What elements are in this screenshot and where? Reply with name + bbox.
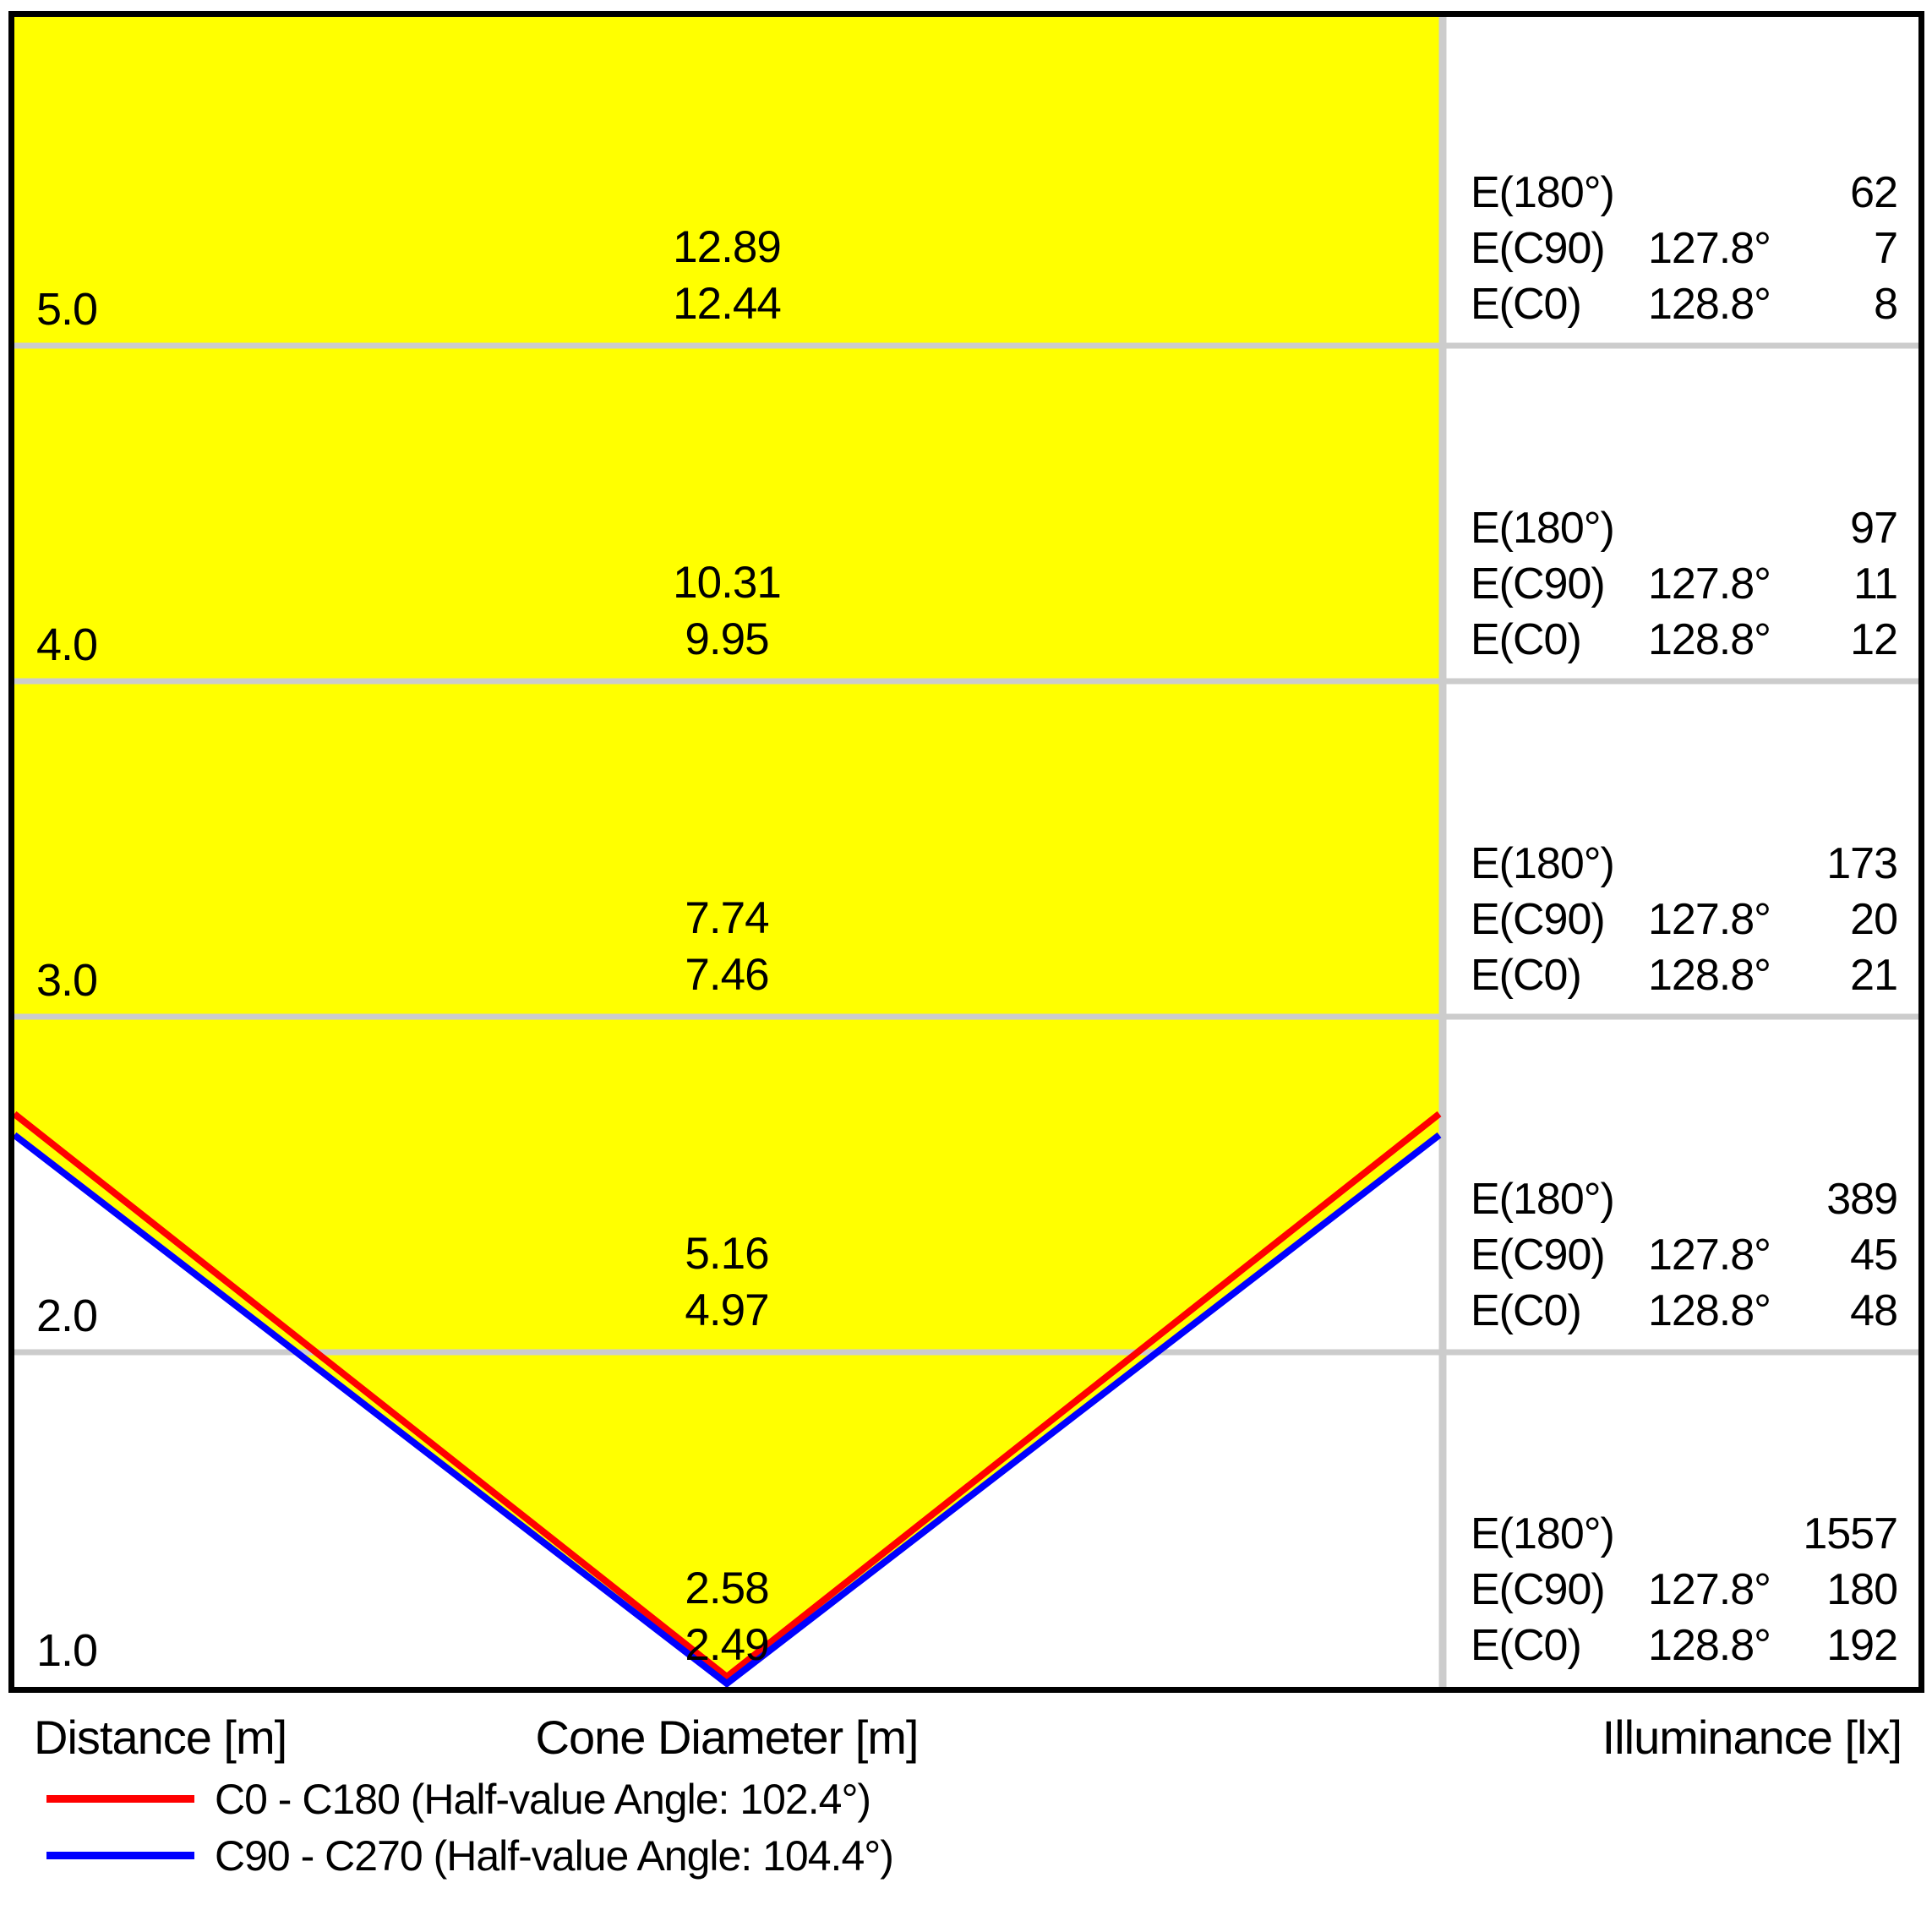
- distance-label-1m: 1.0: [36, 1625, 98, 1676]
- illuminance-line: E(180°) 1557: [1471, 1506, 1898, 1562]
- e180-label: E(180°): [1471, 168, 1615, 217]
- cone-diameter-c90-3m: 7.74: [685, 893, 769, 943]
- e180-label: E(180°): [1471, 839, 1615, 888]
- legend-item-c90-c270: C90 - C270 (Half-value Angle: 104.4°): [46, 1827, 894, 1884]
- e180-value: 389: [1826, 1175, 1898, 1224]
- ec0-label: E(C0): [1471, 951, 1582, 1000]
- cone-fill-area: [14, 17, 1439, 1680]
- illuminance-line: E(C90) 127.8° 45: [1471, 1227, 1898, 1283]
- e180-label: E(180°): [1471, 504, 1615, 553]
- cone-diameter-c0-3m: 7.46: [685, 950, 769, 1000]
- illuminance-line: E(C90) 127.8° 7: [1471, 221, 1898, 276]
- ec0-angle: 128.8°: [1648, 951, 1771, 1000]
- e180-label: E(180°): [1471, 1175, 1615, 1224]
- ec90-angle: 127.8°: [1648, 559, 1771, 609]
- ec0-angle: 128.8°: [1648, 615, 1771, 664]
- ec0-angle: 128.8°: [1648, 1286, 1771, 1335]
- illuminance-line: E(C0) 128.8° 192: [1471, 1618, 1898, 1673]
- ec0-value: 12: [1850, 615, 1898, 664]
- illuminance-cell-3m: E(180°) 173 E(C90) 127.8° 20 E(C0) 128.8…: [1471, 836, 1898, 1003]
- ec90-value: 11: [1853, 559, 1898, 609]
- cone-diameter-c90-2m: 5.16: [685, 1229, 769, 1279]
- e180-value: 62: [1850, 168, 1898, 217]
- cone-chart-canvas: [14, 17, 1918, 1687]
- distance-label-4m: 4.0: [36, 619, 98, 670]
- illuminance-cell-5m: E(180°) 62 E(C90) 127.8° 7 E(C0) 128.8° …: [1471, 165, 1898, 332]
- illuminance-line: E(C90) 127.8° 20: [1471, 892, 1898, 947]
- illuminance-cell-2m: E(180°) 389 E(C90) 127.8° 45 E(C0) 128.8…: [1471, 1171, 1898, 1339]
- e180-value: 173: [1826, 839, 1898, 888]
- illuminance-line: E(180°) 389: [1471, 1171, 1898, 1227]
- cone-diameter-axis-label: Cone Diameter [m]: [535, 1711, 920, 1764]
- illuminance-line: E(C0) 128.8° 12: [1471, 612, 1898, 668]
- illuminance-line: E(C90) 127.8° 180: [1471, 1562, 1898, 1618]
- cone-diameter-c90-5m: 12.89: [673, 222, 782, 272]
- cone-diameter-values-5m: 12.89 12.44: [673, 219, 782, 332]
- distance-label-2m: 2.0: [36, 1291, 98, 1341]
- cone-diameter-c0-5m: 12.44: [673, 279, 782, 329]
- ec0-label: E(C0): [1471, 615, 1582, 664]
- illuminance-cell-4m: E(180°) 97 E(C90) 127.8° 11 E(C0) 128.8°…: [1471, 500, 1898, 668]
- illuminance-line: E(C0) 128.8° 8: [1471, 276, 1898, 332]
- cone-diameter-c0-4m: 9.95: [685, 614, 769, 664]
- distance-label-5m: 5.0: [36, 284, 98, 335]
- ec90-label: E(C90): [1471, 1565, 1606, 1614]
- illuminance-line: E(180°) 97: [1471, 500, 1898, 556]
- e180-value: 1557: [1803, 1509, 1898, 1558]
- legend-label-c0-c180: C0 - C180 (Half-value Angle: 102.4°): [215, 1775, 871, 1823]
- ec0-angle: 128.8°: [1648, 280, 1771, 329]
- ec0-label: E(C0): [1471, 280, 1582, 329]
- ec90-label: E(C90): [1471, 895, 1606, 944]
- ec0-value: 48: [1850, 1286, 1898, 1335]
- ec0-label: E(C0): [1471, 1621, 1582, 1670]
- ec0-angle: 128.8°: [1648, 1621, 1771, 1670]
- illuminance-line: E(C0) 128.8° 21: [1471, 947, 1898, 1003]
- ec90-value: 180: [1826, 1565, 1898, 1614]
- cone-diameter-c90-4m: 10.31: [673, 558, 782, 608]
- ec90-angle: 127.8°: [1648, 1231, 1771, 1280]
- illuminance-line: E(180°) 173: [1471, 836, 1898, 892]
- illuminance-line: E(C0) 128.8° 48: [1471, 1283, 1898, 1339]
- c0-c180-line-swatch: [46, 1795, 194, 1803]
- distance-label-3m: 3.0: [36, 955, 98, 1006]
- illuminance-line: E(180°) 62: [1471, 165, 1898, 221]
- ec90-label: E(C90): [1471, 1231, 1606, 1280]
- ec90-angle: 127.8°: [1648, 895, 1771, 944]
- ec90-label: E(C90): [1471, 559, 1606, 609]
- e180-value: 97: [1850, 504, 1898, 553]
- c0-c180-beam-line: [14, 1111, 1442, 1682]
- c90-c270-beam-line: [14, 1132, 1442, 1687]
- distance-axis-label: Distance [m]: [34, 1711, 287, 1764]
- ec90-label: E(C90): [1471, 224, 1606, 273]
- illuminance-axis-label: Illuminance [lx]: [1602, 1711, 1902, 1764]
- c90-c270-line-swatch: [46, 1852, 194, 1859]
- cone-diameter-c90-1m: 2.58: [685, 1564, 769, 1613]
- cone-diameter-c0-2m: 4.97: [685, 1285, 769, 1335]
- cone-diameter-values-4m: 10.31 9.95: [673, 554, 782, 668]
- ec90-value: 45: [1850, 1231, 1898, 1280]
- cone-diameter-c0-1m: 2.49: [685, 1620, 769, 1670]
- ec0-value: 192: [1826, 1621, 1898, 1670]
- ec90-value: 7: [1874, 224, 1898, 273]
- ec90-angle: 127.8°: [1648, 224, 1771, 273]
- e180-label: E(180°): [1471, 1509, 1615, 1558]
- legend-item-c0-c180: C0 - C180 (Half-value Angle: 102.4°): [46, 1771, 893, 1827]
- cone-diameter-values-3m: 7.74 7.46: [685, 890, 769, 1003]
- illuminance-cell-1m: E(180°) 1557 E(C90) 127.8° 180 E(C0) 128…: [1471, 1506, 1898, 1673]
- ec0-value: 8: [1874, 280, 1898, 329]
- cone-diagram-board: 5.0 4.0 3.0 2.0 1.0 12.89 12.44 10.31 9.…: [8, 11, 1924, 1693]
- ec90-value: 20: [1850, 895, 1898, 944]
- legend-label-c90-c270: C90 - C270 (Half-value Angle: 104.4°): [215, 1831, 894, 1880]
- ec0-value: 21: [1850, 951, 1898, 1000]
- cone-diameter-values-2m: 5.16 4.97: [685, 1225, 769, 1339]
- legend: C0 - C180 (Half-value Angle: 102.4°) C90…: [46, 1771, 894, 1884]
- ec90-angle: 127.8°: [1648, 1565, 1771, 1614]
- ec0-label: E(C0): [1471, 1286, 1582, 1335]
- cone-diameter-values-1m: 2.58 2.49: [685, 1560, 769, 1673]
- illuminance-line: E(C90) 127.8° 11: [1471, 556, 1898, 612]
